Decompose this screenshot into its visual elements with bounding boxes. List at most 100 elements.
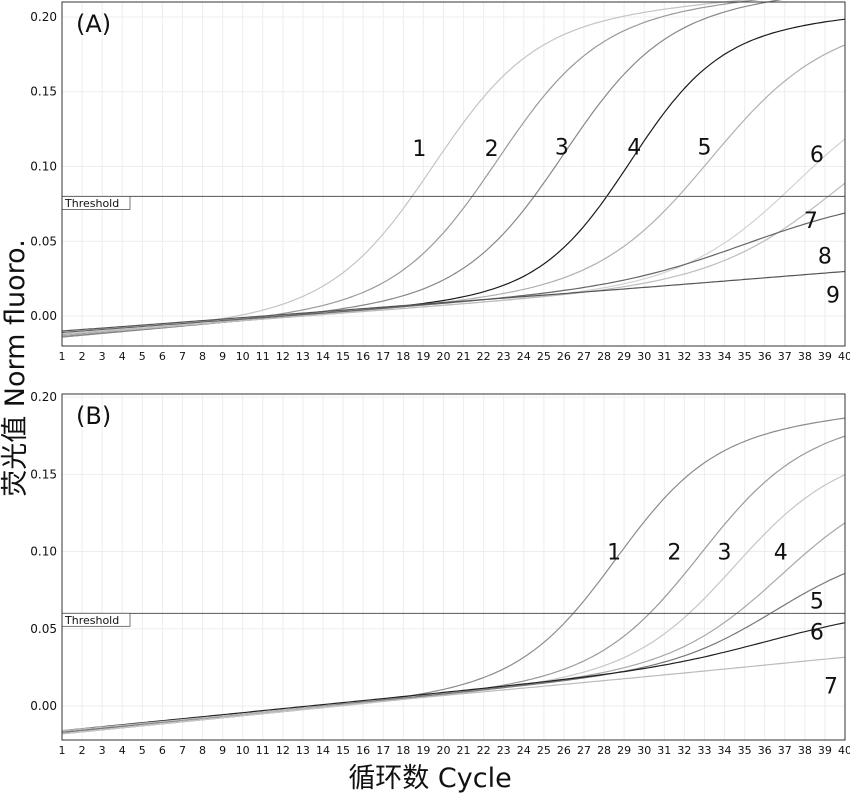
curve-label: 4	[774, 540, 788, 565]
x-tick-label: 26	[557, 350, 571, 363]
curve-label: 3	[555, 136, 569, 161]
y-axis-title: 荧光值 Norm fluoro.	[0, 239, 31, 497]
x-tick-label: 31	[657, 350, 671, 363]
x-tick-label: 11	[256, 350, 270, 363]
x-tick-label: 20	[436, 350, 450, 363]
x-tick-label: 39	[818, 744, 832, 757]
x-tick-label: 8	[199, 350, 206, 363]
x-tick-label: 35	[738, 744, 752, 757]
x-tick-label: 40	[838, 744, 850, 757]
x-tick-label: 37	[778, 350, 792, 363]
x-tick-label: 23	[497, 744, 511, 757]
curve-label: 5	[810, 590, 824, 615]
x-tick-label: 5	[139, 744, 146, 757]
x-tick-label: 25	[537, 744, 551, 757]
curve-label: 5	[697, 136, 711, 161]
y-tick-label: 0.05	[30, 234, 57, 248]
x-tick-label: 36	[758, 350, 772, 363]
x-tick-label: 26	[557, 744, 571, 757]
curve-label: 9	[826, 284, 840, 309]
x-tick-label: 1	[59, 350, 66, 363]
y-tick-label: 0.15	[30, 467, 57, 481]
x-tick-label: 12	[276, 744, 290, 757]
x-tick-label: 29	[617, 350, 631, 363]
series-line-9	[61, 270, 846, 332]
curve-label: 6	[810, 143, 824, 168]
x-tick-label: 16	[356, 350, 370, 363]
curve-label: 1	[607, 540, 621, 565]
x-tick-label: 36	[758, 744, 772, 757]
x-tick-label: 28	[597, 744, 611, 757]
x-tick-label: 22	[477, 350, 491, 363]
x-axis-title: 循环数 Cycle	[348, 763, 511, 794]
x-tick-label: 27	[577, 744, 591, 757]
x-tick-label: 7	[179, 350, 186, 363]
x-tick-label: 34	[718, 744, 732, 757]
panel-label: (A)	[76, 10, 111, 38]
x-tick-label: 28	[597, 350, 611, 363]
x-tick-label: 3	[99, 744, 106, 757]
x-tick-label: 6	[159, 744, 166, 757]
x-tick-label: 32	[677, 350, 691, 363]
x-tick-label: 24	[517, 744, 531, 757]
x-tick-label: 9	[219, 744, 226, 757]
x-tick-label: 19	[416, 350, 430, 363]
x-tick-label: 16	[356, 744, 370, 757]
x-tick-label: 10	[236, 744, 250, 757]
x-tick-label: 13	[296, 744, 310, 757]
curve-label: 1	[412, 137, 426, 162]
series-line-6	[61, 622, 846, 732]
y-tick-label: 0.00	[30, 309, 57, 323]
x-tick-label: 38	[798, 350, 812, 363]
x-tick-label: 21	[457, 350, 471, 363]
x-tick-label: 25	[537, 350, 551, 363]
curve-label: 2	[485, 137, 499, 162]
curve-label: 3	[718, 540, 732, 565]
x-tick-label: 40	[838, 350, 850, 363]
x-tick-label: 29	[617, 744, 631, 757]
x-tick-label: 24	[517, 350, 531, 363]
y-tick-label: 0.05	[30, 622, 57, 636]
x-tick-label: 15	[336, 744, 350, 757]
x-tick-label: 8	[199, 744, 206, 757]
x-tick-label: 12	[276, 350, 290, 363]
x-tick-label: 31	[657, 744, 671, 757]
x-tick-label: 13	[296, 350, 310, 363]
curve-label: 7	[804, 209, 818, 234]
x-tick-label: 7	[179, 744, 186, 757]
curve-label: 2	[667, 540, 681, 565]
x-tick-label: 27	[577, 350, 591, 363]
x-tick-label: 33	[697, 744, 711, 757]
x-tick-label: 38	[798, 744, 812, 757]
x-tick-label: 21	[457, 744, 471, 757]
x-tick-label: 9	[219, 350, 226, 363]
x-tick-label: 20	[436, 744, 450, 757]
x-tick-label: 4	[119, 350, 126, 363]
curve-label: 4	[627, 136, 641, 161]
y-tick-label: 0.20	[30, 10, 57, 24]
x-tick-label: 5	[139, 350, 146, 363]
x-tick-label: 15	[336, 350, 350, 363]
x-tick-label: 17	[376, 744, 390, 757]
x-tick-label: 33	[697, 350, 711, 363]
x-tick-label: 23	[497, 350, 511, 363]
x-tick-label: 39	[818, 350, 832, 363]
y-tick-label: 0.00	[30, 699, 57, 713]
y-tick-label: 0.10	[30, 160, 57, 174]
x-tick-label: 2	[79, 744, 86, 757]
plot-border	[61, 1, 846, 347]
series-line-3	[61, 474, 846, 735]
x-tick-label: 30	[637, 350, 651, 363]
x-tick-label: 34	[718, 350, 732, 363]
threshold-label: Threshold	[64, 614, 119, 627]
x-tick-label: 30	[637, 744, 651, 757]
series-line-7	[61, 182, 846, 335]
x-tick-label: 3	[99, 350, 106, 363]
y-tick-label: 0.20	[30, 390, 57, 404]
plot-border	[61, 393, 846, 741]
x-tick-label: 11	[256, 744, 270, 757]
curve-label: 6	[810, 621, 824, 646]
x-tick-label: 6	[159, 350, 166, 363]
x-tick-label: 14	[316, 744, 330, 757]
x-tick-label: 2	[79, 350, 86, 363]
